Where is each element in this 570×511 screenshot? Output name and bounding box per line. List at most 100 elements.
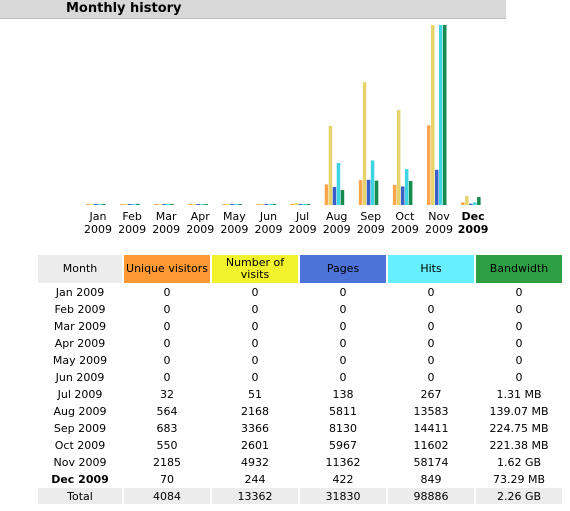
cell-month: Sep 2009	[53, 421, 107, 435]
cell-hits: 0	[427, 336, 435, 350]
bar-pages-feb	[128, 204, 132, 205]
bar-visits-may	[226, 204, 230, 205]
month-label-sep: Sep 2009	[354, 210, 388, 236]
bar-bandwidth-feb	[136, 204, 140, 205]
cell-bandwidth: 221.38 MB	[489, 438, 549, 452]
cell-visitors: 0	[163, 285, 171, 299]
cell-month: Jun 2009	[55, 370, 105, 384]
month-label-apr: Apr 2009	[183, 210, 217, 236]
cell-hits: 11602	[413, 438, 449, 452]
bar-hits-aug	[336, 163, 341, 205]
month-label-month: Apr	[190, 210, 210, 223]
month-label-jan: Jan 2009	[81, 210, 115, 236]
month-label-oct: Oct 2009	[388, 210, 422, 236]
cell-visits: 0	[251, 336, 259, 350]
bar-visits-mar	[158, 204, 162, 205]
bar-hits-oct	[404, 169, 409, 205]
month-label-may: May 2009	[217, 210, 251, 236]
cell-visitors: 2185	[153, 455, 181, 469]
bar-bandwidth-jul	[306, 204, 311, 205]
month-label-nov: Nov 2009	[422, 210, 456, 236]
bar-visitors-apr	[188, 204, 192, 205]
bar-bandwidth-mar	[170, 204, 174, 205]
cell-month: Nov 2009	[53, 455, 107, 469]
cell-bandwidth: 73.29 MB	[492, 472, 546, 486]
bar-pages-nov	[435, 169, 439, 205]
cell-month: Apr 2009	[54, 336, 106, 350]
month-label-month: Oct	[395, 210, 415, 223]
cell-pages: 422	[332, 472, 354, 486]
bar-visits-dec	[465, 196, 469, 205]
cell-visits: 0	[251, 319, 259, 333]
cell-visits: 51	[248, 387, 262, 401]
cell-pages: 0	[339, 353, 347, 367]
month-label-feb: Feb 2009	[115, 210, 149, 236]
cell-month: Oct 2009	[54, 438, 106, 452]
month-label-mar: Mar 2009	[149, 210, 183, 236]
bar-pages-oct	[400, 186, 405, 205]
column-header-unique-visitors: Unique visitors	[124, 255, 210, 283]
cell-visits: 2601	[241, 438, 269, 452]
month-label-year: 2009	[322, 223, 351, 236]
cell-visits: 13362	[212, 488, 298, 504]
cell-pages: 5967	[329, 438, 357, 452]
cell-visitors: 70	[160, 472, 174, 486]
cell-hits: 0	[427, 285, 435, 299]
cell-visits: 2168	[241, 404, 269, 418]
table-row-total: Total 4084 13362 31830 98886 2.26 GB	[38, 488, 562, 504]
column-header-bandwidth: Bandwidth	[476, 255, 562, 283]
month-label-month: May	[223, 210, 246, 223]
cell-visits: 3366	[241, 421, 269, 435]
month-label-year: 2009	[457, 223, 489, 236]
table-row-feb: Feb 2009 0 0 0 0 0	[38, 301, 562, 317]
cell-pages: 0	[339, 319, 347, 333]
cell-pages: 31830	[300, 488, 386, 504]
bar-visitors-may	[222, 204, 226, 205]
bar-hits-mar	[166, 204, 170, 205]
cell-visits: 0	[251, 353, 259, 367]
cell-month: Aug 2009	[53, 404, 107, 418]
table-row-jul: Jul 2009 32 51 138 267 1.31 MB	[38, 386, 562, 402]
cell-hits: 98886	[388, 488, 474, 504]
bar-visits-nov	[431, 25, 435, 205]
bar-hits-jun	[268, 204, 272, 205]
cell-month: May 2009	[52, 353, 108, 367]
bar-pages-may	[230, 204, 234, 205]
cell-visits: 244	[244, 472, 266, 486]
cell-visits: 0	[251, 302, 259, 316]
monthly-history-table: Month Unique visitors Number of visits P…	[36, 254, 564, 505]
bar-bandwidth-nov	[443, 25, 447, 205]
bar-visitors-feb	[120, 204, 124, 205]
cell-visitors: 0	[163, 319, 171, 333]
bar-bandwidth-aug	[340, 189, 345, 205]
column-header-number-of-visits: Number of visits	[212, 255, 298, 283]
table-row-may: May 2009 0 0 0 0 0	[38, 352, 562, 368]
bar-bandwidth-may	[238, 204, 242, 205]
cell-pages: 138	[332, 387, 354, 401]
cell-pages: 11362	[325, 455, 361, 469]
month-label-month: Sep	[360, 210, 382, 223]
month-label-year: 2009	[84, 223, 112, 236]
table-row-oct: Oct 2009 550 2601 5967 11602 221.38 MB	[38, 437, 562, 453]
table-row-mar: Mar 2009 0 0 0 0 0	[38, 318, 562, 334]
section-header: Monthly history	[0, 0, 506, 19]
month-label-year: 2009	[118, 223, 147, 236]
cell-pages: 0	[339, 370, 347, 384]
bar-hits-nov	[439, 25, 443, 205]
cell-month: Feb 2009	[54, 302, 106, 316]
cell-visits: 0	[251, 285, 259, 299]
month-label-year: 2009	[356, 223, 385, 236]
cell-pages: 0	[339, 285, 347, 299]
table-row-apr: Apr 2009 0 0 0 0 0	[38, 335, 562, 351]
bar-pages-sep	[366, 179, 371, 205]
bar-visitors-aug	[324, 184, 329, 205]
month-label-month: Mar	[155, 210, 177, 223]
column-header-pages: Pages	[300, 255, 386, 283]
cell-month: Dec 2009	[51, 472, 109, 486]
cell-visitors: 4084	[124, 488, 210, 504]
cell-bandwidth: 0	[515, 336, 523, 350]
section-title: Monthly history	[66, 1, 182, 16]
cell-hits: 0	[427, 353, 435, 367]
table-row-jun: Jun 2009 0 0 0 0 0	[38, 369, 562, 385]
month-label-month: Jun	[259, 210, 278, 223]
